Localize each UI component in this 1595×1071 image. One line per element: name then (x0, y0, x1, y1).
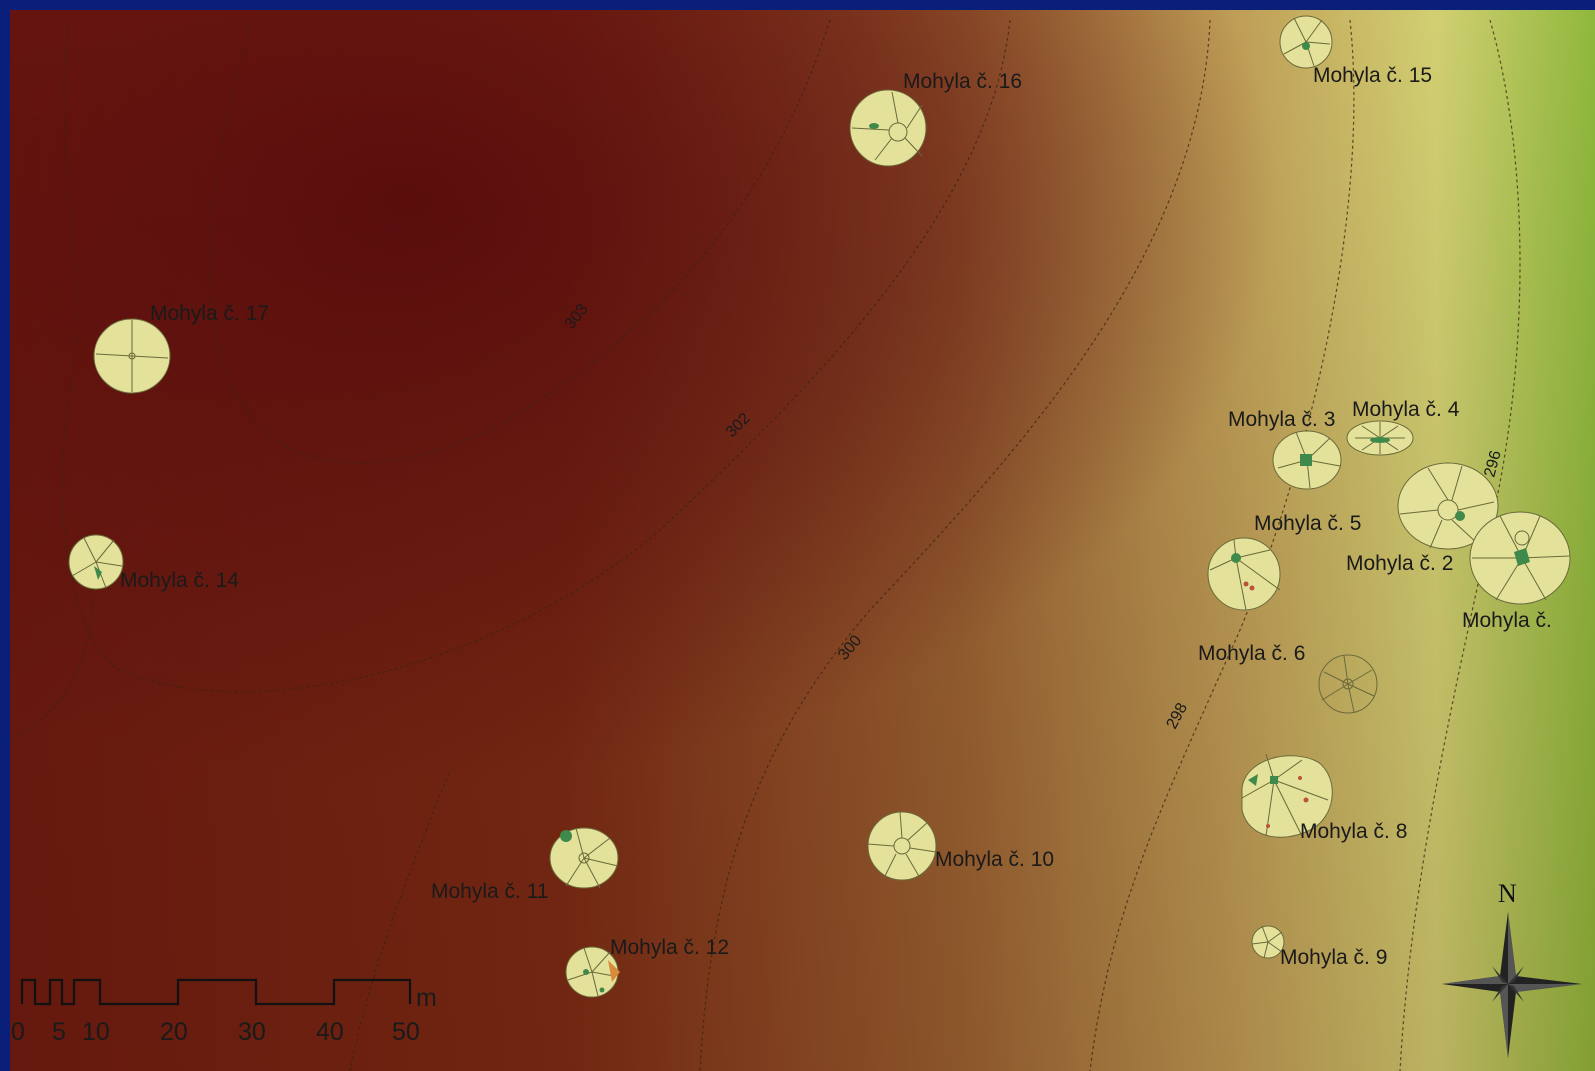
mound-label-10: Mohyla č. 10 (935, 848, 1054, 871)
mound-6[interactable] (1318, 654, 1378, 714)
north-label: N (1498, 879, 1517, 908)
mound-label-16: Mohyla č. 16 (903, 70, 1022, 93)
mound-label-17: Mohyla č. 17 (150, 302, 269, 325)
scale-tick-40: 40 (316, 1018, 344, 1046)
mound-3[interactable] (1272, 430, 1342, 490)
mound-4[interactable] (1346, 420, 1414, 456)
scale-tick-0: 0 (11, 1018, 25, 1046)
mound-label-14: Mohyla č. 14 (120, 569, 239, 592)
mound-11[interactable] (549, 827, 619, 889)
mound-label-6: Mohyla č. 6 (1198, 642, 1305, 665)
mound-5[interactable] (1207, 537, 1281, 611)
mound-label-11: Mohyla č. 11 (431, 880, 549, 903)
contour-line-300 (699, 19, 1211, 1071)
mound-10[interactable] (867, 811, 937, 881)
mound-8[interactable] (1241, 753, 1333, 838)
mound-label-5: Mohyla č. 5 (1254, 512, 1361, 535)
contour-line-303 (209, 19, 831, 464)
mound-9[interactable] (1251, 925, 1285, 959)
mounds (68, 15, 1571, 998)
mound-label-12: Mohyla č. 12 (610, 936, 729, 959)
mound-15[interactable] (1279, 15, 1333, 69)
mound-17[interactable] (93, 318, 171, 394)
contour-line-302 (61, 19, 1011, 693)
contour-lines (10, 19, 1521, 1071)
mound-12[interactable] (565, 946, 620, 998)
scale-tick-30: 30 (238, 1018, 266, 1046)
scale-tick-10: 10 (82, 1018, 110, 1046)
mound-1[interactable] (1469, 511, 1571, 605)
mound-label-9: Mohyla č. 9 (1280, 946, 1387, 969)
contour-label-296: 296 (1481, 449, 1504, 479)
north-arrow-icon: N (1442, 879, 1582, 1058)
mound-label-2: Mohyla č. 2 (1346, 552, 1453, 575)
scale-tick-20: 20 (160, 1018, 188, 1046)
scale-tick-5: 5 (52, 1018, 66, 1046)
mound-label-8: Mohyla č. 8 (1300, 820, 1407, 843)
mound-label-4: Mohyla č. 4 (1352, 398, 1460, 421)
scale-bar: 0 5 10 20 30 40 50 m (11, 978, 437, 1046)
contour-line-298 (1089, 19, 1355, 1071)
mound-label-15: Mohyla č. 15 (1313, 64, 1432, 87)
elevation-map: 303 302 300 298 296 (10, 10, 1595, 1071)
scale-unit: m (416, 984, 437, 1012)
mound-16[interactable] (849, 89, 927, 167)
mound-label-3: Mohyla č. 3 (1228, 408, 1335, 431)
map-canvas: 303 302 300 298 296 (10, 10, 1595, 1071)
mound-2[interactable] (1397, 462, 1499, 550)
mound-label-1: Mohyla č. (1462, 609, 1552, 632)
mound-14[interactable] (68, 534, 124, 590)
scale-tick-50: 50 (392, 1018, 420, 1046)
